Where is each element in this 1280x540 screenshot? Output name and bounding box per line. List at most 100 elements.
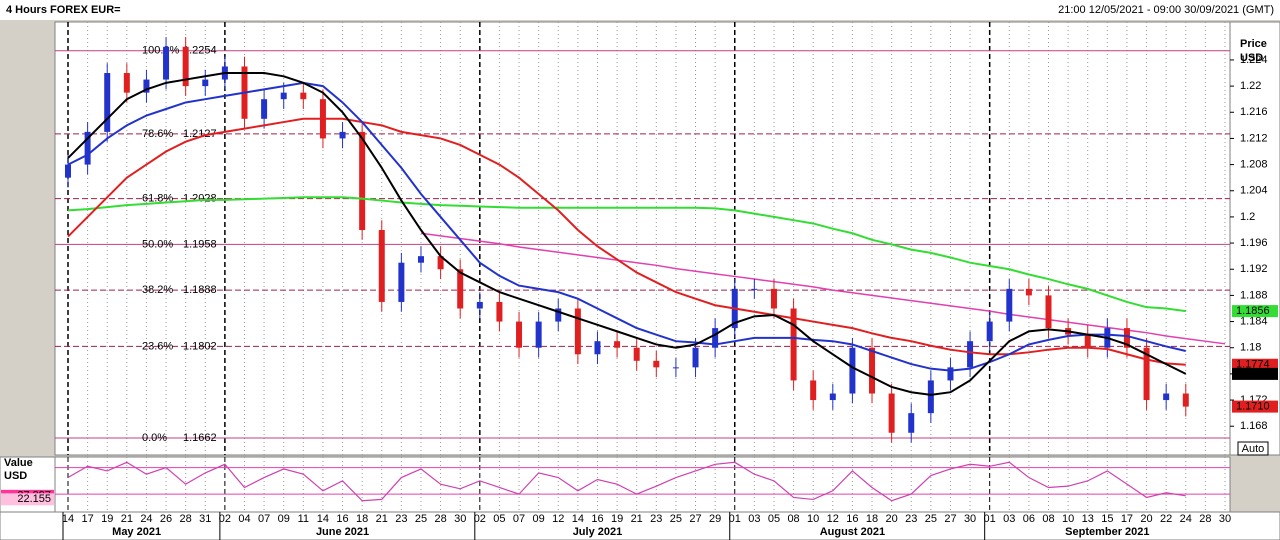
x-tick-label: 16 [336,513,348,525]
candle-body [849,347,856,394]
y-tick-label: 1.196 [1240,237,1268,249]
candle-body [104,73,111,132]
candle-body [535,321,542,348]
y-tick-label: 1.212 [1240,132,1268,144]
y-tick-label: 1.168 [1240,420,1268,432]
x-tick-label: 26 [160,513,172,525]
x-tick-label: 09 [278,513,290,525]
candle-body [967,341,974,368]
candle-body [417,256,424,263]
x-tick-label: 13 [1082,513,1094,525]
candle-body [869,347,876,394]
moving-average [67,117,1186,366]
x-tick-label: 02 [219,513,231,525]
x-tick-label: 16 [591,513,603,525]
candle-body [280,92,287,100]
fib-price: 1.2127 [183,128,217,140]
candle-body [182,46,189,87]
x-tick-label: 29 [709,513,721,525]
axis-label: Price [1240,38,1267,50]
trendline [420,232,1226,345]
x-tick-label: 30 [1219,513,1231,525]
x-tick-label: 10 [807,513,819,525]
x-tick-label: 23 [905,513,917,525]
indicator-area [54,456,1231,513]
fib-price: 1.2254 [183,45,217,57]
candle-body [457,269,464,309]
candle-body [300,92,307,100]
x-tick-label: 10 [1062,513,1074,525]
candle-body [790,308,797,381]
x-tick-label: 23 [395,513,407,525]
candle-body [986,321,993,342]
x-tick-label: 18 [866,513,878,525]
x-tick-label: 19 [101,513,113,525]
candle-body [1045,295,1052,329]
candle-body [927,380,934,414]
fib-pct: 50.0% [142,238,173,250]
chart-title: 4 Hours FOREX EUR= [6,4,121,16]
x-tick-label: 22 [1160,513,1172,525]
candle-body [123,73,130,93]
candle-body [516,321,523,348]
fib-price: 1.1662 [183,432,217,444]
x-axis [0,511,1280,540]
x-tick-label: 27 [944,513,956,525]
candle-body [712,328,719,348]
price-axis [1229,21,1280,456]
time-range: 21:00 12/05/2021 - 09:00 30/09/2021 (GMT… [1058,4,1274,16]
fib-price: 1.1958 [183,238,217,250]
x-tick-label: 08 [787,513,799,525]
candle-body [692,347,699,368]
month-label: July 2021 [573,526,623,538]
x-tick-label: 15 [1101,513,1113,525]
price-tag [1232,400,1278,413]
x-tick-label: 30 [454,513,466,525]
auto-button-label[interactable]: Auto [1242,443,1265,455]
x-tick-label: 01 [729,513,741,525]
x-tick-label: 28 [180,513,192,525]
x-tick-label: 11 [298,513,309,525]
candle-body [1084,334,1091,348]
y-tick-label: 1.18 [1240,342,1261,354]
candle-body [1163,393,1170,401]
x-tick-label: 17 [1121,513,1133,525]
fib-pct: 100.0% [142,45,180,57]
price-tag-label: 1.1774 [1236,359,1270,371]
y-tick-label: 1.22 [1240,80,1261,92]
candle-body [65,164,71,178]
x-tick-label: 20 [1140,513,1152,525]
auto-button[interactable] [1237,441,1269,456]
candle-body [829,393,836,401]
fib-price: 1.1888 [183,284,217,296]
month-label: June 2021 [316,526,369,538]
price-tag-label: 1.1710 [1236,401,1270,413]
x-tick-label: 21 [121,513,133,525]
x-tick-label: 05 [493,513,505,525]
x-tick-label: 03 [748,513,760,525]
x-tick-label: 25 [670,513,682,525]
plot-area [54,21,1231,456]
x-tick-label: 25 [415,513,427,525]
y-tick-label: 1.188 [1240,289,1268,301]
moving-average [67,81,1187,372]
x-tick-label: 02 [474,513,486,525]
indicator-line [67,461,1186,502]
month-label: September 2021 [1065,526,1149,538]
x-tick-label: 05 [768,513,780,525]
x-tick-label: 21 [376,513,388,525]
candle-body [437,256,444,270]
x-tick-label: 30 [964,513,976,525]
x-tick-label: 28 [1199,513,1211,525]
price-tag [1232,367,1278,380]
candle-body [378,229,385,302]
x-tick-label: 31 [199,513,211,525]
candle-body [614,341,621,348]
x-tick-label: 27 [689,513,701,525]
price-tag [1232,358,1278,371]
x-tick-label: 24 [140,513,152,525]
candle-body [810,380,817,401]
x-tick-label: 09 [533,513,545,525]
x-tick-label: 16 [846,513,858,525]
y-tick-label: 1.192 [1240,263,1268,275]
